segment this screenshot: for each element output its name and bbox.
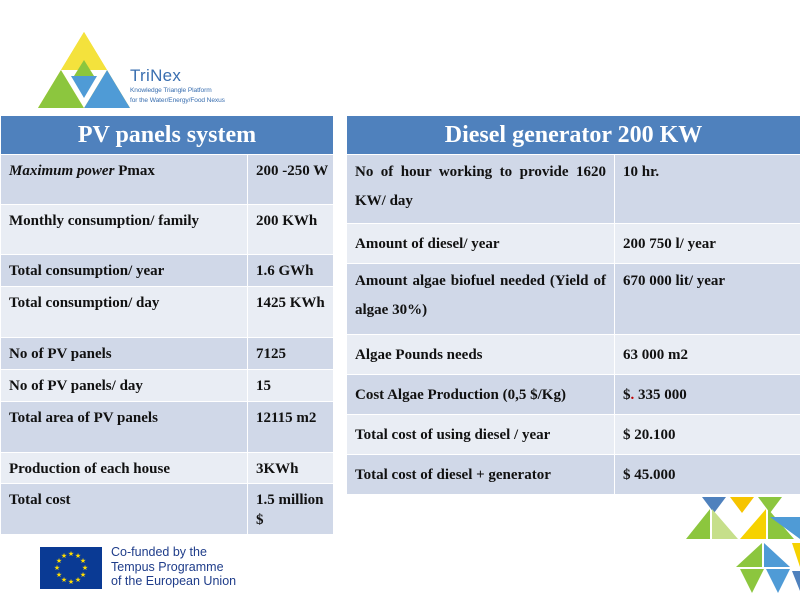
svg-text:★: ★ — [61, 552, 67, 560]
pv-row-value: 1.6 GWh — [248, 255, 334, 287]
table-row: Total cost of using diesel / year $ 20.1… — [347, 415, 800, 455]
logo-name: TriNex — [130, 66, 181, 86]
diesel-row-label: Cost Algae Production (0,5 $/Kg) — [347, 375, 615, 415]
diesel-row-label: Amount of diesel/ year — [347, 224, 615, 264]
pv-row-label: Total cost — [1, 484, 248, 535]
table-row: Monthly consumption/ family 200 KWh — [1, 205, 334, 255]
diesel-row-value: 670 000 lit/ year — [615, 264, 800, 335]
table-row: Total cost of diesel + generator $ 45.00… — [347, 455, 800, 495]
table-row: No of hour working to provide 1620 KW/ d… — [347, 155, 800, 224]
svg-text:★: ★ — [75, 576, 81, 584]
table-row: Total area of PV panels 12115 m2 — [1, 402, 334, 453]
table-row: Algae Pounds needs 63 000 m2 — [347, 335, 800, 375]
diesel-row-label: Amount algae biofuel needed (Yield of al… — [347, 264, 615, 335]
pv-row-value: 200 KWh — [248, 205, 334, 255]
diesel-row-value: $ 20.100 — [615, 415, 800, 455]
funding-line-3: of the European Union — [111, 574, 236, 589]
svg-text:★: ★ — [54, 564, 60, 572]
decorative-triangles — [680, 495, 800, 600]
diesel-generator-table: Diesel generator 200 KW No of hour worki… — [346, 115, 800, 495]
eu-flag-icon: ★ ★ ★ ★ ★ ★ ★ ★ ★ ★ ★ ★ — [40, 547, 102, 589]
svg-text:★: ★ — [68, 550, 74, 558]
pv-row-value: 15 — [248, 370, 334, 402]
svg-text:★: ★ — [56, 571, 62, 579]
currency-symbol: $ — [623, 387, 631, 403]
pv-row-label: No of PV panels — [1, 338, 248, 370]
table-row: Amount algae biofuel needed (Yield of al… — [347, 264, 800, 335]
diesel-row-label: Algae Pounds needs — [347, 335, 615, 375]
diesel-row-label: Total cost of using diesel / year — [347, 415, 615, 455]
pv-row-value: 200 -250 W — [248, 155, 334, 205]
label-italic: Maximum power — [9, 163, 114, 179]
diesel-row-value: $. 335 000 — [615, 375, 800, 415]
funding-text: Co-funded by the Tempus Programme of the… — [111, 545, 236, 589]
pv-row-value: 1425 KWh — [248, 287, 334, 338]
diesel-row-value: 200 750 l/ year — [615, 224, 800, 264]
table-row: Maximum power Pmax 200 -250 W — [1, 155, 334, 205]
funding-line-1: Co-funded by the — [111, 545, 236, 560]
pv-row-label: Production of each house — [1, 453, 248, 484]
table-row: Total consumption/ day 1425 KWh — [1, 287, 334, 338]
diesel-row-label: Total cost of diesel + generator — [347, 455, 615, 495]
pv-row-value: 12115 m2 — [248, 402, 334, 453]
label-rest: Pmax — [114, 163, 154, 179]
diesel-row-value: 63 000 m2 — [615, 335, 800, 375]
diesel-table-title: Diesel generator 200 KW — [347, 116, 800, 155]
table-row: Amount of diesel/ year 200 750 l/ year — [347, 224, 800, 264]
logo-subtitle-1: Knowledge Triangle Platform — [130, 87, 212, 94]
funding-line-2: Tempus Programme — [111, 560, 236, 575]
eu-funding-block: ★ ★ ★ ★ ★ ★ ★ ★ ★ ★ ★ ★ Co-funded by the… — [40, 545, 300, 595]
table-row: No of PV panels 7125 — [1, 338, 334, 370]
pv-row-value: 3KWh — [248, 453, 334, 484]
table-row: Cost Algae Production (0,5 $/Kg) $. 335 … — [347, 375, 800, 415]
diesel-row-value: 10 hr. — [615, 155, 800, 224]
logo-subtitle-2: for the Water/Energy/Food Nexus — [130, 97, 225, 104]
pv-row-value: 7125 — [248, 338, 334, 370]
pv-row-label: Maximum power Pmax — [1, 155, 248, 205]
svg-text:★: ★ — [68, 578, 74, 586]
trinex-logo: TriNex Knowledge Triangle Platform for t… — [38, 30, 248, 110]
table-row: Total consumption/ year 1.6 GWh — [1, 255, 334, 287]
pv-row-label: No of PV panels/ day — [1, 370, 248, 402]
table-row: Total cost 1.5 million $ — [1, 484, 334, 535]
pv-row-label: Total consumption/ year — [1, 255, 248, 287]
table-row: Production of each house 3KWh — [1, 453, 334, 484]
pv-panels-table: PV panels system Maximum power Pmax 200 … — [0, 115, 334, 535]
pv-row-label: Total consumption/ day — [1, 287, 248, 338]
pv-row-value: 1.5 million $ — [248, 484, 334, 535]
diesel-row-value: $ 45.000 — [615, 455, 800, 495]
value-rest: 335 000 — [634, 387, 687, 403]
pv-row-label: Total area of PV panels — [1, 402, 248, 453]
pv-table-title: PV panels system — [1, 116, 334, 155]
trinex-triangle-icon — [38, 30, 130, 110]
diesel-row-label: No of hour working to provide 1620 KW/ d… — [347, 155, 615, 224]
table-row: No of PV panels/ day 15 — [1, 370, 334, 402]
pv-row-label: Monthly consumption/ family — [1, 205, 248, 255]
